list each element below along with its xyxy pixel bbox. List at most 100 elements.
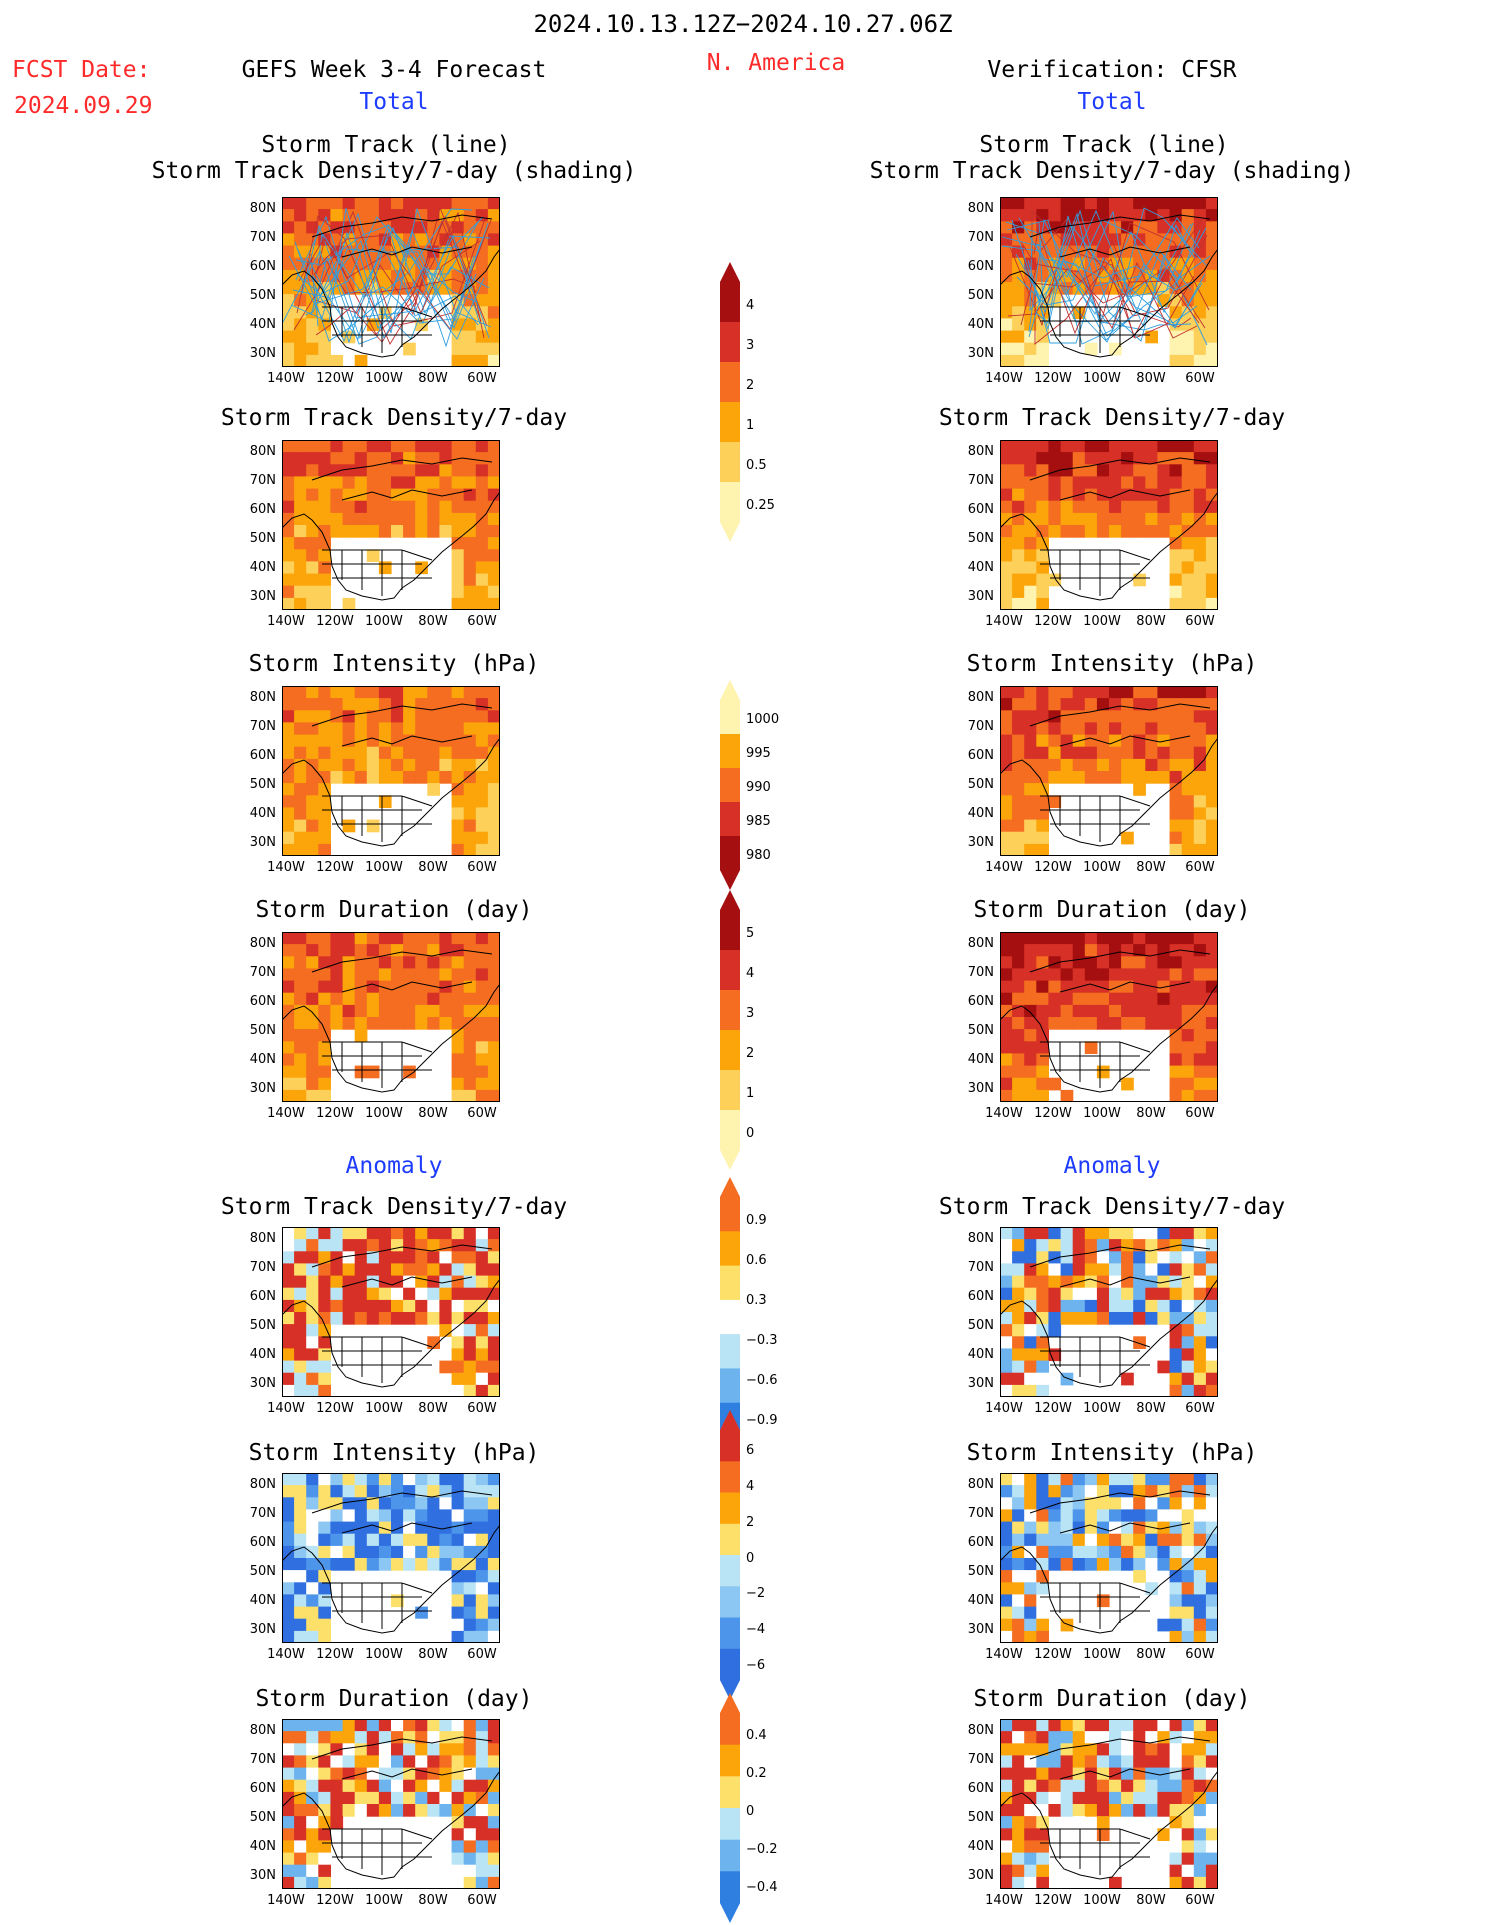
map-cell bbox=[487, 1816, 500, 1829]
map-cell bbox=[1169, 807, 1183, 821]
map-cell bbox=[366, 710, 380, 723]
map-cell bbox=[306, 686, 319, 699]
map-cell bbox=[1084, 512, 1098, 526]
map-cell bbox=[366, 1509, 380, 1523]
map-cell bbox=[415, 1606, 428, 1620]
map-cell bbox=[1169, 1876, 1183, 1889]
map-cell bbox=[487, 1029, 500, 1042]
map-cell bbox=[1205, 561, 1218, 575]
colorbar-label: 2 bbox=[746, 1515, 755, 1530]
map-cell bbox=[463, 734, 477, 748]
map-cell bbox=[1145, 282, 1158, 295]
map-cell bbox=[1145, 1545, 1158, 1559]
lat-tick-label: 60N bbox=[967, 502, 994, 517]
map-cell bbox=[1012, 1876, 1025, 1889]
map-cell bbox=[1024, 512, 1037, 526]
map-cell bbox=[1048, 992, 1062, 1006]
lat-tick-label: 40N bbox=[249, 317, 276, 332]
map-cell bbox=[366, 1497, 380, 1510]
right-track-shading-title: Storm Track Density/7-day (shading) bbox=[869, 158, 1355, 184]
map-cell bbox=[1096, 476, 1110, 490]
map-cell bbox=[354, 1263, 368, 1277]
map-cell bbox=[403, 1239, 416, 1252]
map-cell bbox=[487, 1743, 500, 1756]
map-cell bbox=[1084, 1719, 1098, 1732]
colorbar-label: 3 bbox=[746, 1006, 755, 1021]
map-cell bbox=[1048, 1533, 1062, 1547]
map-cell bbox=[1036, 1558, 1049, 1571]
map-cell bbox=[330, 944, 344, 957]
map-cell bbox=[1109, 1731, 1122, 1744]
map-cell bbox=[1205, 1239, 1218, 1252]
colorbar-label: −6 bbox=[746, 1658, 766, 1673]
map-cell bbox=[463, 197, 477, 210]
map-cell bbox=[451, 197, 465, 210]
map-cell bbox=[1012, 500, 1025, 514]
map-cell bbox=[1048, 197, 1062, 210]
map-cell bbox=[1169, 783, 1183, 796]
map-cell bbox=[282, 1864, 295, 1878]
map-cell bbox=[1157, 464, 1171, 477]
lon-tick-label: 140W bbox=[985, 1106, 1023, 1121]
map-cell bbox=[378, 209, 392, 222]
map-cell bbox=[487, 771, 500, 784]
map-cell bbox=[330, 476, 344, 490]
map-cell bbox=[1036, 1618, 1049, 1632]
map-cell bbox=[1000, 330, 1013, 344]
map-cell bbox=[306, 1251, 319, 1264]
map-cell bbox=[342, 1275, 356, 1289]
lat-tick-label: 40N bbox=[967, 806, 994, 821]
map-cell bbox=[1048, 1251, 1062, 1264]
map-cell bbox=[415, 1299, 428, 1313]
map-cell bbox=[1084, 1804, 1098, 1817]
map-cell bbox=[366, 500, 380, 514]
map-cell bbox=[391, 734, 404, 748]
lat-tick-label: 40N bbox=[249, 1347, 276, 1362]
map-cell bbox=[391, 197, 404, 210]
map-cell bbox=[378, 1533, 392, 1547]
map-cell bbox=[439, 992, 453, 1006]
map-cell bbox=[1181, 831, 1195, 845]
map-cell bbox=[1036, 476, 1049, 490]
map-cell bbox=[1121, 956, 1134, 969]
map-cell bbox=[463, 452, 477, 465]
map-cell bbox=[330, 464, 344, 477]
map-cell bbox=[1072, 512, 1086, 526]
map-cell bbox=[294, 1852, 307, 1866]
map-cell bbox=[1084, 197, 1098, 210]
map-cell bbox=[415, 771, 428, 784]
map-cell bbox=[1024, 1558, 1037, 1571]
map-cell bbox=[1072, 1239, 1086, 1252]
map-cell bbox=[1000, 831, 1013, 845]
map-cell bbox=[1072, 1017, 1086, 1030]
map-cell bbox=[1169, 1004, 1183, 1018]
map-cell bbox=[1048, 1263, 1062, 1277]
map-cell bbox=[427, 1473, 440, 1486]
map-cell bbox=[318, 932, 331, 945]
lon-tick-label: 100W bbox=[1083, 1401, 1121, 1416]
map-cell bbox=[1036, 1570, 1049, 1583]
map-cell bbox=[1000, 1779, 1013, 1793]
map-cell bbox=[378, 1545, 392, 1559]
map-cell bbox=[439, 1791, 453, 1805]
map-cell bbox=[1072, 1287, 1086, 1301]
map-cell bbox=[366, 476, 380, 490]
map-cell bbox=[318, 452, 331, 465]
map-cell bbox=[354, 932, 368, 945]
map-cell bbox=[1000, 1227, 1013, 1240]
map-cell bbox=[1157, 1004, 1171, 1018]
map-cell bbox=[282, 1497, 295, 1510]
map-cell bbox=[294, 746, 307, 760]
map-cell bbox=[1000, 342, 1013, 356]
map-cell bbox=[318, 771, 331, 784]
map-cell bbox=[427, 1719, 440, 1732]
map-cell bbox=[1024, 1251, 1037, 1264]
map-cell bbox=[1157, 1497, 1171, 1510]
map-cell bbox=[330, 932, 344, 945]
map-cell bbox=[1205, 1360, 1218, 1374]
map-cell bbox=[475, 956, 489, 969]
map-cell bbox=[475, 464, 489, 477]
map-cell bbox=[487, 342, 500, 356]
map-cell bbox=[403, 1485, 416, 1498]
colorbar-swatch bbox=[720, 802, 740, 837]
